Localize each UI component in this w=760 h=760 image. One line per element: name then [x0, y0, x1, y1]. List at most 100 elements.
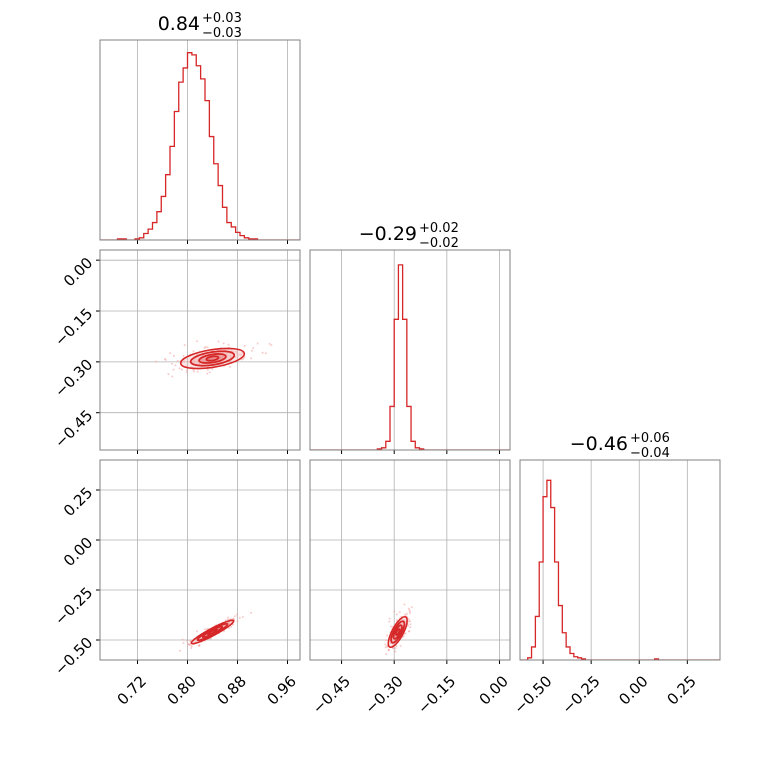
p21-sample-point: [217, 340, 220, 343]
p32-sample-point: [385, 653, 388, 656]
x1-tick-label-3: 0.96: [264, 672, 300, 708]
p31-sample-point: [181, 638, 184, 641]
p21-sample-point: [264, 352, 267, 355]
x2-tick-label-0: −0.45: [309, 672, 354, 717]
x3-tick-label-1: −0.25: [558, 672, 603, 717]
p32-sample-point: [405, 612, 408, 615]
title-p3: −0.46 +0.06 −0.04: [570, 431, 670, 461]
p32-sample-point: [409, 626, 412, 629]
y2-tick-label-2: −0.30: [51, 356, 96, 401]
p32-sample-point: [384, 646, 387, 649]
y3-tick-label-0: 0.25: [60, 484, 96, 520]
p21-sample-point: [237, 353, 240, 356]
p32-sample-point: [389, 625, 392, 628]
p2-histogram-step: [310, 264, 510, 450]
p2-frame: [309, 249, 511, 451]
x1-tick-label-2: 0.88: [214, 672, 250, 708]
title-p3-minus: −0.04: [630, 446, 670, 461]
p31-contour-level-3: [207, 628, 218, 636]
p32-sample-point: [409, 612, 412, 615]
p21-sample-point: [243, 344, 246, 347]
p32-sample-point: [409, 623, 412, 626]
p21-sample-point: [250, 349, 253, 352]
p31-sample-point: [250, 611, 253, 614]
y3-tick-label-3: −0.50: [51, 634, 96, 679]
p32-sample-point: [408, 609, 411, 612]
title-p1-plus: +0.03: [202, 11, 242, 26]
p32-sample-point: [410, 606, 413, 609]
p21-sample-point: [222, 342, 225, 345]
p3-frame: [519, 459, 721, 661]
p21-sample-point: [242, 357, 245, 360]
p31-sample-point: [198, 644, 201, 647]
y2-tick-label-3: −0.45: [51, 406, 96, 451]
p32-sample-point: [394, 647, 397, 650]
p21-sample-point: [195, 340, 198, 343]
title-p2-median: −0.29: [359, 223, 417, 245]
p31-sample-point: [224, 619, 227, 622]
p21-sample-point: [172, 354, 175, 357]
p21-sample-point: [178, 367, 181, 370]
p32-sample-point: [404, 632, 407, 635]
p21-sample-point: [172, 368, 175, 371]
title-p1-median: 0.84: [158, 13, 200, 35]
p21-sample-point: [235, 351, 238, 354]
p21-sample-point: [167, 372, 170, 375]
p32-contour-level-3: [394, 628, 401, 636]
title-p2-minus: −0.02: [419, 236, 459, 251]
p21-sample-point: [208, 371, 211, 374]
p21-sample-point: [203, 346, 206, 349]
p32-sample-point: [407, 607, 410, 610]
p32-sample-point: [406, 624, 409, 627]
p31-sample-point: [233, 615, 236, 618]
p3-histogram-step: [520, 479, 720, 660]
p21-sample-point: [187, 360, 190, 363]
p31-sample-point: [236, 619, 239, 622]
p32-sample-point: [403, 603, 406, 606]
p21-sample-point: [270, 344, 273, 347]
p21-sample-point: [235, 350, 238, 353]
p21-sample-point: [192, 368, 195, 371]
p32-sample-point: [399, 645, 402, 648]
p31-sample-point: [236, 613, 239, 616]
y3-tick-label-1: 0.00: [60, 534, 96, 570]
p21-sample-point: [185, 369, 188, 372]
p21-sample-point: [261, 351, 264, 354]
x3-tick-label-2: 0.00: [615, 672, 651, 708]
x3-tick-label-0: −0.50: [510, 672, 555, 717]
p32-sample-point: [402, 635, 405, 638]
p31-sample-point: [241, 615, 244, 618]
title-p2-plus: +0.02: [419, 221, 459, 236]
p21-sample-point: [206, 372, 209, 375]
p31-sample-point: [228, 627, 231, 630]
p32-sample-point: [385, 639, 388, 642]
p32-sample-point: [398, 611, 401, 614]
p21-sample-point: [206, 368, 209, 371]
x1-tick-label-1: 0.80: [164, 672, 200, 708]
p32-sample-point: [409, 620, 412, 623]
p32-sample-point: [396, 618, 399, 621]
p31-sample-point: [190, 645, 193, 648]
p21-sample-point: [196, 370, 199, 373]
p21-sample-point: [183, 344, 186, 347]
p21-sample-point: [206, 346, 209, 349]
p21-sample-point: [183, 360, 186, 363]
p31-sample-point: [195, 630, 198, 633]
p21-sample-point: [268, 342, 271, 345]
y3-tick-label-2: −0.25: [51, 584, 96, 629]
p21-sample-point: [252, 347, 255, 350]
p21-contour-group: [155, 340, 273, 378]
p32-sample-point: [388, 620, 391, 623]
x2-tick-label-2: −0.15: [414, 672, 459, 717]
p21-sample-point: [239, 353, 242, 356]
p21-sample-point: [228, 365, 231, 368]
p31-frame: [99, 459, 301, 661]
p21-sample-point: [170, 362, 173, 365]
title-p1: 0.84 +0.03 −0.03: [158, 11, 242, 41]
title-p1-minus: −0.03: [202, 26, 242, 41]
p32-sample-point: [395, 613, 398, 616]
x1-tick-label-0: 0.72: [114, 672, 150, 708]
p21-sample-point: [169, 352, 172, 355]
title-p2: −0.29 +0.02 −0.02: [359, 221, 459, 251]
p32-sample-point: [384, 643, 387, 646]
